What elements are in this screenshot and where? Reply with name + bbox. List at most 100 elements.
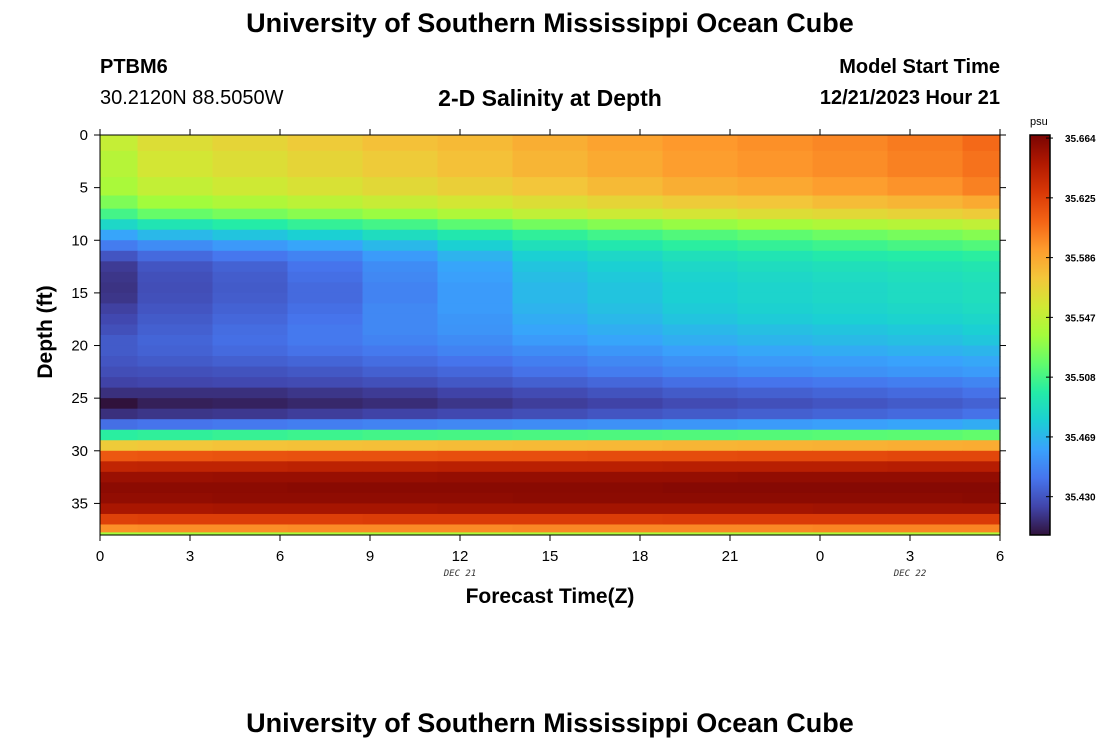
- heatmap-cell: [962, 419, 1001, 431]
- heatmap-cell: [287, 356, 364, 368]
- heatmap-cell: [737, 219, 814, 231]
- heatmap-cell: [362, 492, 439, 505]
- heatmap-cell: [512, 408, 589, 420]
- x-tick-label: 3: [186, 548, 194, 565]
- heatmap-cell: [962, 208, 1001, 220]
- heatmap-cell: [100, 208, 139, 220]
- y-tick-label: 20: [71, 338, 88, 355]
- heatmap-cell: [587, 408, 664, 420]
- colorbar-tick-label: 35.430: [1065, 493, 1096, 504]
- heatmap-cell: [287, 229, 364, 241]
- heatmap-cell: [362, 429, 439, 441]
- heatmap-cell: [887, 408, 964, 420]
- heatmap-cell: [962, 250, 1001, 262]
- heatmap-cell: [962, 408, 1001, 420]
- heatmap-cell: [662, 450, 739, 462]
- heatmap-cell: [737, 440, 814, 452]
- heatmap-cell: [887, 356, 964, 368]
- heatmap-cell: [437, 419, 514, 431]
- heatmap-cell: [100, 429, 139, 441]
- heatmap-cell: [287, 335, 364, 347]
- heatmap-cell: [512, 324, 589, 336]
- heatmap-cell: [362, 208, 439, 220]
- heatmap-cell: [212, 471, 289, 483]
- heatmap-cell: [287, 135, 364, 152]
- heatmap-cell: [437, 398, 514, 410]
- y-tick-label: 5: [80, 180, 88, 197]
- heatmap-cell: [737, 282, 814, 294]
- heatmap-cell: [812, 503, 889, 515]
- x-tick-label: 18: [632, 548, 649, 565]
- heatmap-cell: [362, 229, 439, 241]
- heatmap-cell: [362, 150, 439, 178]
- heatmap-cell: [100, 377, 139, 389]
- heatmap-cell: [962, 492, 1001, 505]
- heatmap-cell: [362, 135, 439, 152]
- heatmap-cell: [662, 408, 739, 420]
- heatmap-cell: [887, 387, 964, 399]
- heatmap-cell: [662, 250, 739, 262]
- heatmap-cell: [512, 271, 589, 283]
- heatmap-cell: [100, 366, 139, 378]
- heatmap-cell: [362, 292, 439, 305]
- heatmap-cell: [887, 177, 964, 197]
- x-tick-label: 3: [906, 548, 914, 565]
- heatmap-cell: [812, 345, 889, 357]
- heatmap-cell: [287, 240, 364, 252]
- heatmap-cell: [212, 356, 289, 368]
- heatmap-cell: [962, 398, 1001, 410]
- heatmap-cell: [662, 387, 739, 399]
- heatmap-cell: [137, 135, 214, 152]
- heatmap-cells: [100, 135, 1001, 536]
- heatmap-cell: [887, 482, 964, 494]
- heatmap-cell: [100, 261, 139, 273]
- heatmap-cell: [662, 240, 739, 252]
- heatmap-cell: [962, 229, 1001, 241]
- heatmap-cell: [212, 324, 289, 336]
- heatmap-cell: [100, 324, 139, 336]
- heatmap-cell: [362, 387, 439, 399]
- heatmap-cell: [362, 177, 439, 197]
- heatmap-cell: [812, 208, 889, 220]
- heatmap-cell: [887, 240, 964, 252]
- colorbar-ticks: 35.664 35.625 35.586 35.547 35.508 35.469 35.4…: [1046, 134, 1096, 504]
- heatmap-cell: [962, 195, 1001, 210]
- heatmap-cell: [962, 440, 1001, 452]
- heatmap-cell: [587, 471, 664, 483]
- heatmap-cell: [662, 324, 739, 336]
- y-axis-title: Depth (ft): [34, 285, 57, 379]
- x-tick-label: 21: [722, 548, 739, 565]
- heatmap-cell: [100, 503, 139, 515]
- heatmap-cell: [812, 398, 889, 410]
- heatmap-cell: [212, 292, 289, 305]
- heatmap-cell: [362, 324, 439, 336]
- heatmap-cell: [512, 335, 589, 347]
- heatmap-cell: [287, 429, 364, 441]
- heatmap-cell: [287, 532, 364, 536]
- heatmap-cell: [737, 450, 814, 462]
- heatmap-cell: [512, 240, 589, 252]
- heatmap-cell: [812, 195, 889, 210]
- heatmap-cell: [587, 229, 664, 241]
- heatmap-cell: [212, 271, 289, 283]
- heatmap-cell: [512, 366, 589, 378]
- heatmap-cell: [212, 419, 289, 431]
- heatmap-cell: [962, 135, 1001, 152]
- heatmap-cell: [737, 250, 814, 262]
- heatmap-cell: [512, 261, 589, 273]
- heatmap-cell: [362, 532, 439, 536]
- heatmap-cell: [100, 177, 139, 197]
- heatmap-cell: [587, 503, 664, 515]
- heatmap-cell: [437, 250, 514, 262]
- heatmap-cell: [437, 387, 514, 399]
- heatmap-cell: [100, 450, 139, 462]
- heatmap-cell: [887, 532, 964, 536]
- heatmap-cell: [887, 513, 964, 526]
- heatmap-cell: [512, 524, 589, 533]
- heatmap-cell: [137, 335, 214, 347]
- heatmap-cell: [737, 345, 814, 357]
- heatmap-cell: [887, 503, 964, 515]
- heatmap-cell: [812, 524, 889, 533]
- heatmap-cell: [137, 292, 214, 305]
- heatmap-cell: [212, 195, 289, 210]
